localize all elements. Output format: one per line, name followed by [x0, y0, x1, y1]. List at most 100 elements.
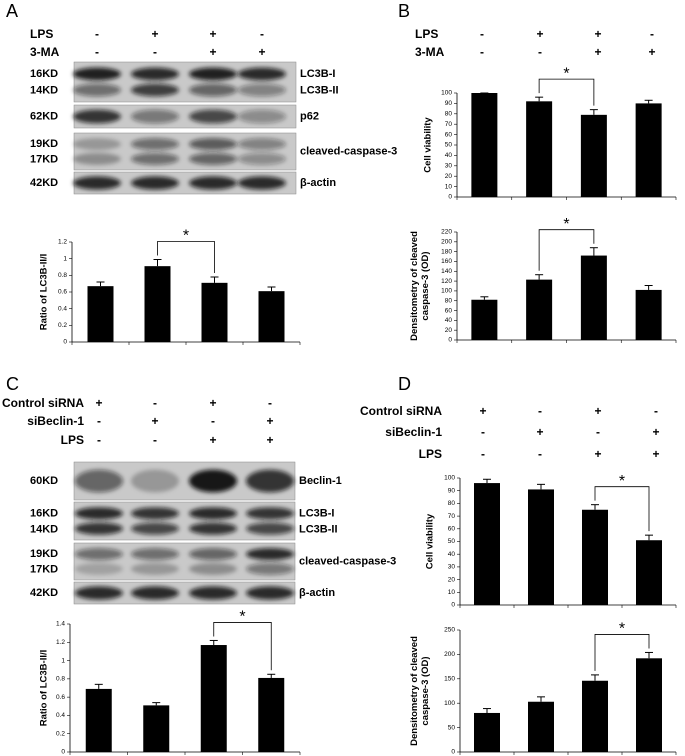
blot-band	[189, 83, 237, 97]
condition-sign: -	[97, 414, 101, 428]
blot-band	[131, 562, 179, 575]
y-tick-label: 220	[441, 229, 452, 236]
blot-band	[131, 522, 179, 535]
condition-sign: -	[95, 27, 99, 41]
significance-mark: *	[239, 609, 245, 626]
bar	[200, 645, 227, 752]
molecular-weight: 60KD	[30, 475, 58, 487]
blot-band	[189, 152, 237, 165]
bar	[526, 279, 553, 340]
y-tick-label: 120	[441, 278, 452, 285]
significance-bracket	[213, 622, 272, 671]
blot-band	[246, 586, 294, 600]
condition-sign: +	[536, 27, 543, 41]
blot-band	[238, 176, 286, 190]
error-bar	[96, 281, 105, 287]
y-tick-label: 0.2	[56, 730, 65, 737]
blot-band	[75, 548, 123, 561]
significance-bracket	[594, 486, 650, 532]
bar	[580, 114, 607, 197]
condition-label: LPS	[61, 433, 84, 447]
molecular-weight: 17KD	[30, 564, 58, 576]
y-tick-label: 0.8	[56, 676, 65, 683]
condition-sign: -	[480, 27, 484, 41]
y-tick-label: 100	[441, 90, 452, 97]
panel-letter: B	[398, 1, 410, 21]
condition-sign: +	[652, 447, 659, 461]
bar	[582, 680, 608, 752]
molecular-weight: 19KD	[30, 548, 58, 560]
y-tick-label: 10	[445, 183, 453, 190]
protein-label: cleaved-caspase-3	[299, 555, 396, 567]
blot-band	[131, 469, 179, 493]
y-tick-label: 40	[445, 152, 453, 159]
condition-sign: +	[479, 404, 486, 418]
blot-band	[238, 152, 286, 165]
y-tick-label: 0.6	[58, 289, 67, 296]
y-tick-label: 250	[444, 627, 455, 634]
error-bar	[483, 478, 491, 484]
condition-sign: +	[209, 45, 216, 59]
condition-sign: -	[211, 414, 215, 428]
blot-band	[75, 507, 123, 520]
error-bar	[645, 534, 653, 541]
blot-bands	[75, 507, 294, 535]
y-tick-label: 0.4	[56, 712, 65, 719]
condition-sign: +	[536, 425, 543, 439]
y-tick-label: 100	[441, 288, 452, 295]
y-axis-label: caspase-3 (OD)	[420, 251, 431, 320]
molecular-weight: 16KD	[30, 507, 58, 519]
bar	[636, 658, 662, 752]
blot-band	[189, 67, 237, 81]
y-tick-label: 200	[444, 651, 455, 658]
y-tick-label: 20	[448, 576, 456, 583]
condition-label: LPS	[30, 27, 53, 41]
protein-label: β-actin	[299, 587, 335, 599]
y-tick-label: 1.2	[58, 239, 67, 246]
error-bar	[589, 247, 598, 256]
blot-band	[238, 67, 286, 81]
blot-band	[246, 548, 294, 561]
condition-sign: -	[654, 404, 658, 418]
blot-band	[131, 138, 179, 151]
error-bar	[537, 696, 545, 702]
blot-membrane	[73, 581, 296, 605]
condition-sign: +	[258, 45, 265, 59]
blot-band	[73, 83, 121, 97]
protein-label: LC3B-I	[300, 68, 335, 80]
panel-letter: C	[6, 374, 19, 394]
blot-band	[131, 586, 179, 600]
blot-band	[73, 152, 121, 165]
condition-label: siBeclin-1	[27, 414, 84, 428]
condition-sign: -	[481, 447, 485, 461]
condition-sign: -	[481, 425, 485, 439]
bar	[528, 701, 554, 752]
bar	[201, 282, 228, 342]
molecular-weight: 14KD	[30, 85, 58, 97]
y-tick-label: 150	[444, 676, 455, 683]
y-tick-label: 0	[63, 339, 67, 346]
blot-bands	[73, 138, 286, 165]
y-tick-label: 90	[445, 100, 453, 107]
condition-sign: -	[260, 27, 264, 41]
y-tick-label: 70	[445, 121, 453, 128]
panel-letter: D	[398, 374, 411, 394]
blot-band	[73, 176, 121, 190]
blot-band	[131, 83, 179, 97]
y-tick-label: 0.6	[56, 694, 65, 701]
error-bar	[644, 99, 653, 104]
y-tick-label: 40	[448, 551, 456, 558]
condition-sign: -	[268, 396, 272, 410]
condition-sign: +	[266, 433, 273, 447]
significance-mark: *	[563, 65, 569, 82]
blot-band	[189, 469, 237, 493]
blot-bands	[75, 469, 294, 493]
y-axis-label: Ratio of LC3B-II/I	[39, 254, 50, 331]
blot-band	[238, 109, 286, 124]
y-axis-label: Cell viability	[425, 513, 436, 569]
condition-label: siBeclin-1	[385, 425, 442, 439]
y-tick-label: 0	[61, 749, 65, 756]
bar	[526, 101, 553, 197]
y-tick-label: 20	[445, 327, 453, 334]
blot-band	[189, 109, 237, 124]
